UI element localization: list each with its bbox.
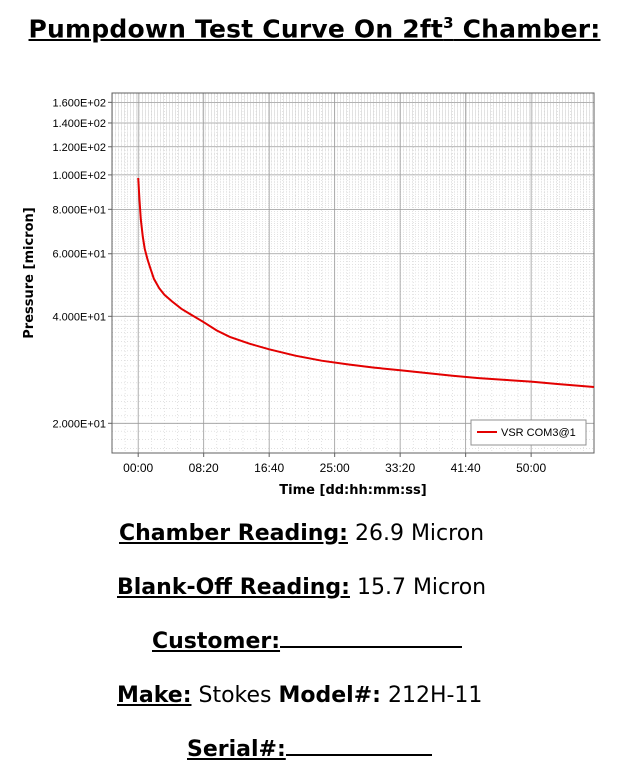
title-text: Pumpdown Test Curve On 2ft [28, 14, 444, 44]
serial-blank-line [285, 738, 432, 756]
x-axis-ticks: 00:00 08:20 16:40 25:00 33:20 41:40 50:00 [123, 453, 546, 475]
x-tick-label: 50:00 [516, 461, 546, 475]
blankoff-reading-label: Blank-Off Reading: [117, 575, 350, 600]
chamber-reading-label: Chamber Reading: [119, 521, 348, 546]
x-tick-label: 08:20 [189, 461, 219, 475]
make-value: Stokes [191, 683, 279, 708]
serial-row: Serial#: [187, 737, 432, 762]
title-suffix: Chamber: [453, 14, 601, 44]
x-axis-label: Time [dd:hh:mm:ss] [279, 483, 426, 498]
chart-grid [111, 92, 594, 453]
chamber-reading-value: 26.9 Micron [347, 521, 485, 546]
y-tick-label: 1.200E+02 [52, 142, 106, 154]
legend-label: VSR COM3@1 [501, 427, 576, 439]
y-tick-label: 6.000E+01 [52, 249, 106, 261]
legend: VSR COM3@1 [470, 419, 587, 446]
series-line [137, 177, 595, 388]
title-superscript: 3 [443, 14, 454, 32]
y-tick-label: 2.000E+01 [52, 418, 106, 430]
plot-frame [111, 92, 595, 454]
chamber-reading-row: Chamber Reading: 26.9 Micron [119, 521, 484, 546]
model-label: Model#: [278, 683, 381, 708]
customer-blank-line [280, 630, 463, 648]
customer-row: Customer: [152, 629, 463, 654]
x-tick-label: 00:00 [123, 461, 153, 475]
y-tick-label: 1.400E+02 [52, 118, 106, 130]
model-value: 212H-11 [380, 683, 483, 708]
serial-label: Serial#: [187, 737, 286, 762]
y-tick-label: 1.000E+02 [52, 170, 106, 182]
y-axis-ticks: 2.000E+01 4.000E+01 6.000E+01 8.000E+01 1.00… [52, 97, 112, 430]
page-title: Pumpdown Test Curve On 2ft3 Chamber: [0, 14, 629, 43]
y-axis-label: Pressure [micron] [22, 207, 37, 338]
customer-label: Customer: [152, 629, 281, 654]
y-tick-label: 4.000E+01 [52, 311, 106, 323]
blankoff-reading-row: Blank-Off Reading: 15.7 Micron [117, 575, 486, 600]
make-model-row: Make: Stokes Model#: 212H-11 [117, 683, 482, 708]
y-tick-label: 1.600E+02 [52, 97, 106, 109]
y-tick-label: 8.000E+01 [52, 204, 106, 216]
x-tick-label: 33:20 [385, 461, 415, 475]
x-tick-label: 25:00 [320, 461, 350, 475]
pressure-chart: 2.000E+01 4.000E+01 6.000E+01 8.000E+01 1.00… [22, 92, 595, 498]
x-tick-label: 41:40 [451, 461, 481, 475]
x-tick-label: 16:40 [254, 461, 284, 475]
make-label: Make: [117, 683, 192, 708]
blankoff-reading-value: 15.7 Micron [349, 575, 487, 600]
